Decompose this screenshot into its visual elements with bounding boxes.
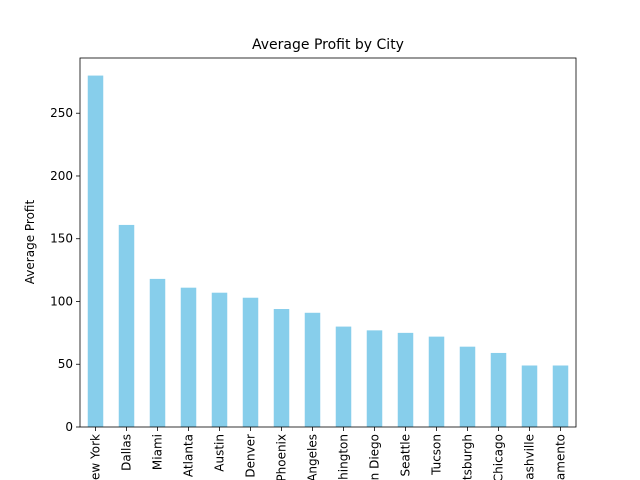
bar [149, 278, 166, 427]
bar [118, 224, 135, 427]
x-tick-label: Denver [244, 434, 258, 478]
x-tick-label: San Diego [368, 434, 382, 480]
bar [87, 75, 104, 428]
x-tick-label: Chicago [492, 434, 506, 480]
bar [397, 332, 414, 427]
bar [428, 336, 445, 427]
y-tick-label: 0 [65, 420, 73, 434]
bar [180, 287, 197, 427]
bar [273, 309, 290, 427]
bar [242, 297, 259, 427]
bar [521, 365, 538, 427]
plot-frame [79, 57, 577, 428]
bar [304, 312, 321, 427]
x-tick-label: Dallas [120, 434, 134, 471]
y-tick-label: 250 [50, 106, 73, 120]
y-tick-label: 100 [50, 294, 73, 308]
x-tick-label: Tucson [430, 434, 444, 476]
x-tick-label: New York [89, 434, 103, 480]
x-tick-label: Sacramento [554, 434, 568, 480]
bar [459, 346, 476, 427]
x-tick-label: Los Angeles [306, 434, 320, 480]
chart-title: Average Profit by City [252, 37, 404, 53]
bar [490, 352, 507, 427]
x-tick-label: Atlanta [182, 434, 196, 477]
x-tick-label: Seattle [399, 434, 413, 476]
y-tick-label: 200 [50, 169, 73, 183]
bar [211, 292, 228, 427]
x-tick-label: Phoenix [275, 434, 289, 480]
x-tick-label: Miami [151, 434, 165, 470]
x-tick-label: Austin [213, 434, 227, 472]
y-tick-label: 150 [50, 232, 73, 246]
x-tick-label: Washington [337, 434, 351, 480]
bar [552, 365, 569, 427]
bar [335, 326, 352, 427]
y-tick-label: 50 [58, 357, 73, 371]
x-tick-label: Pittsburgh [461, 434, 475, 480]
y-axis-label: Average Profit [23, 200, 37, 285]
x-tick-label: Nashville [523, 434, 537, 480]
bar [366, 330, 383, 427]
